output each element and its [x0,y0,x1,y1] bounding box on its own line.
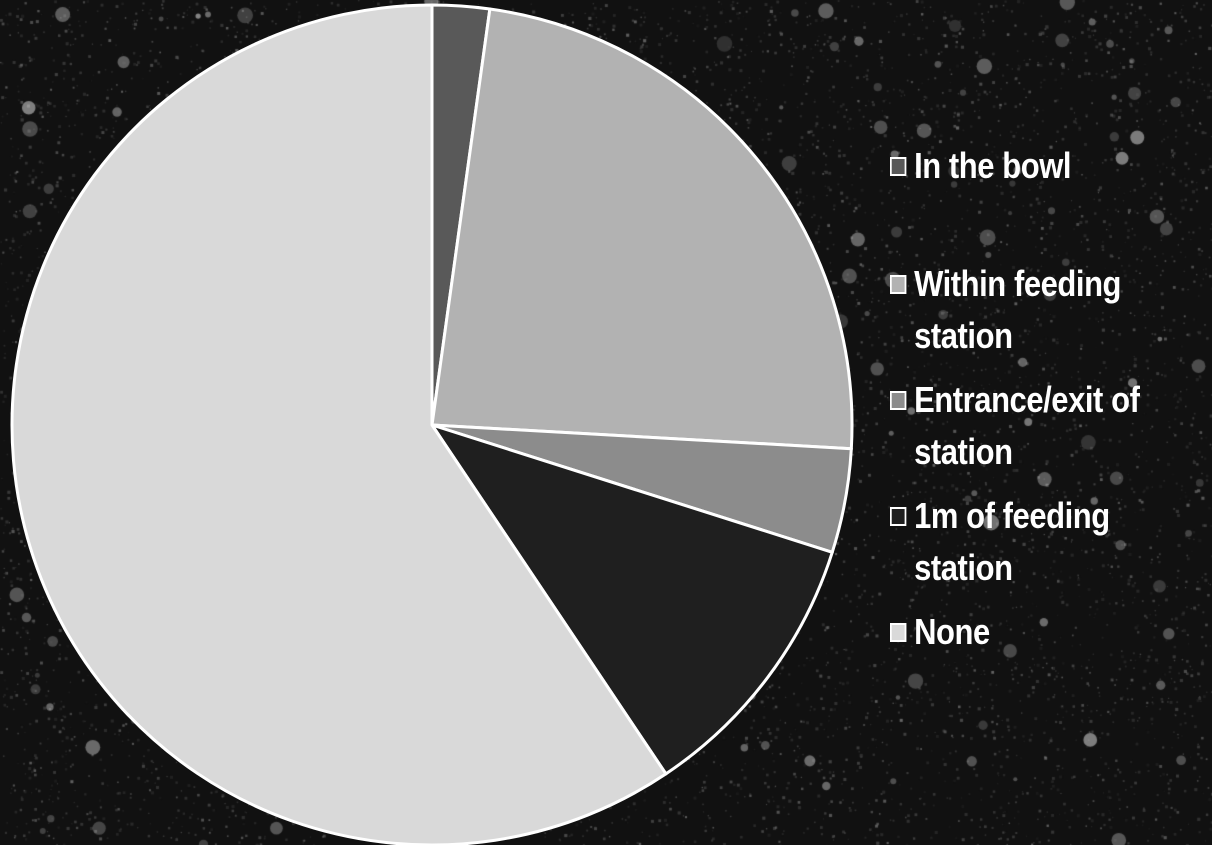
legend-item-none: None [890,606,990,658]
pie-slice-within-feeding-station [430,7,854,451]
legend-item-1m-of-feeding-station: 1m of feeding station [890,490,1110,594]
pie-slice-1m-of-feeding-station [430,423,834,776]
legend-item-in-the-bowl: In the bowl [890,140,1071,192]
legend-label-entrance-exit-of-station: Entrance/exit of station [914,379,1140,472]
legend-item-entrance-exit-of-station: Entrance/exit of station [890,374,1140,478]
legend-label-none: None [914,611,990,652]
legend-label-1m-of-feeding-station: 1m of feeding station [914,495,1110,588]
legend-swatch-in-the-bowl [890,157,907,176]
legend-item-within-feeding-station: Within feeding station [890,258,1121,362]
legend-swatch-1m-of-feeding-station [890,507,907,526]
legend-swatch-entrance-exit-of-station [890,391,907,410]
legend-label-within-feeding-station: Within feeding station [914,263,1122,356]
legend-swatch-none [890,623,907,642]
legend-swatch-within-feeding-station [890,275,907,294]
legend-label-in-the-bowl: In the bowl [914,145,1072,186]
